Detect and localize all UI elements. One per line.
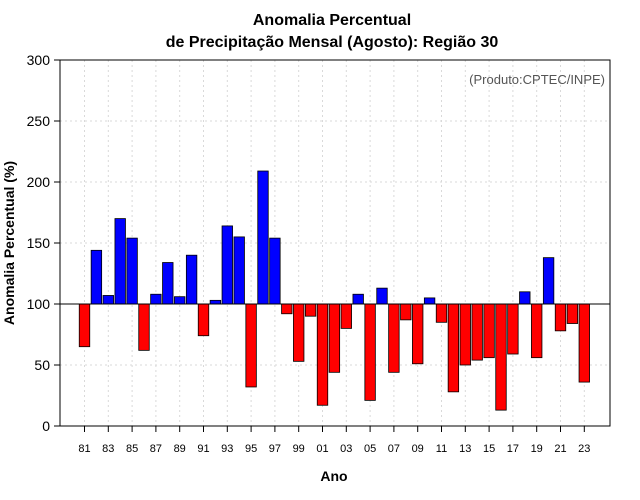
bar-81 <box>78 303 91 348</box>
bar-06 <box>376 287 388 305</box>
y-axis-label: Anomalia Percentual (%) <box>1 161 17 325</box>
bar-00 <box>304 303 317 317</box>
bar-82 <box>90 249 103 305</box>
bar-86 <box>138 303 150 351</box>
x-tick-label: 93 <box>221 443 233 455</box>
x-tick-label: 05 <box>364 443 376 455</box>
x-tick-label: 03 <box>340 443 352 455</box>
x-tick-label: 87 <box>150 443 162 455</box>
x-axis: 81 83 85 87 89 91 93 95 97 99 01 03 05 07 09 11 13 15 17 19… <box>78 426 590 455</box>
bars-layer <box>78 170 590 411</box>
bar-09 <box>412 303 424 365</box>
bar-85 <box>126 237 138 305</box>
bar-93 <box>221 225 233 305</box>
bar-98 <box>281 303 293 315</box>
bar-04 <box>352 293 364 305</box>
x-tick-label: 83 <box>102 443 114 455</box>
x-tick-label: 07 <box>388 443 400 455</box>
x-tick-label: 99 <box>293 443 305 455</box>
x-axis-label: Ano <box>320 468 347 484</box>
source-annotation: (Produto:CPTEC/INPE) <box>469 72 605 87</box>
x-tick-label: 95 <box>245 443 257 455</box>
bar-23 <box>578 303 590 383</box>
x-tick-label: 09 <box>412 443 424 455</box>
bar-14 <box>471 303 483 361</box>
bar-11 <box>435 303 448 323</box>
bar-21 <box>554 303 567 332</box>
x-tick-label: 17 <box>507 443 519 455</box>
bar-17 <box>507 303 519 355</box>
y-tick-label: 0 <box>42 418 50 434</box>
y-tick-label: 150 <box>27 235 51 251</box>
bar-97 <box>269 237 281 305</box>
y-axis: 0 50 100 150 200 250 300 <box>27 52 60 434</box>
bar-08 <box>400 303 412 321</box>
bar-96 <box>257 170 269 305</box>
bar-99 <box>293 303 305 362</box>
y-tick-label: 100 <box>27 296 51 312</box>
x-tick-label: 11 <box>436 443 447 455</box>
y-tick-label: 50 <box>34 357 50 373</box>
x-tick-label: 91 <box>197 443 209 455</box>
bar-03 <box>340 303 352 329</box>
bar-07 <box>388 303 400 373</box>
x-tick-label: 23 <box>578 443 590 455</box>
bar-84 <box>114 218 126 305</box>
x-tick-label: 89 <box>174 443 186 455</box>
bar-02 <box>328 303 341 373</box>
x-tick-label: 21 <box>554 443 566 455</box>
bar-95 <box>245 303 257 388</box>
bar-19 <box>531 303 543 359</box>
bar-18 <box>519 291 531 305</box>
bar-12 <box>447 303 460 393</box>
bar-10 <box>423 297 436 305</box>
x-tick-label: 01 <box>316 443 328 455</box>
bar-91 <box>197 303 210 337</box>
bar-89 <box>174 296 186 305</box>
bar-05 <box>364 303 376 401</box>
x-tick-label: 13 <box>459 443 471 455</box>
y-tick-label: 200 <box>27 174 51 190</box>
x-tick-label: 81 <box>78 443 90 455</box>
bar-01 <box>316 303 329 406</box>
x-tick-label: 85 <box>126 443 138 455</box>
bar-92 <box>209 299 222 305</box>
bar-22 <box>566 303 579 324</box>
y-tick-label: 250 <box>27 113 51 129</box>
bar-16 <box>495 303 507 411</box>
bar-83 <box>102 295 114 305</box>
y-tick-label: 300 <box>27 52 51 68</box>
bar-87 <box>150 293 162 305</box>
x-tick-label: 97 <box>269 443 281 455</box>
bar-88 <box>162 262 174 305</box>
x-tick-label: 19 <box>531 443 543 455</box>
x-tick-label: 15 <box>483 443 495 455</box>
bar-20 <box>542 257 555 305</box>
chart-title-line-1: Anomalia Percentual <box>253 12 411 29</box>
bar-15 <box>483 303 495 359</box>
bar-94 <box>233 236 245 305</box>
bar-90 <box>185 254 198 305</box>
bar-13 <box>459 303 471 366</box>
chart-title-line-2: de Precipitação Mensal (Agosto): Região … <box>166 34 499 51</box>
